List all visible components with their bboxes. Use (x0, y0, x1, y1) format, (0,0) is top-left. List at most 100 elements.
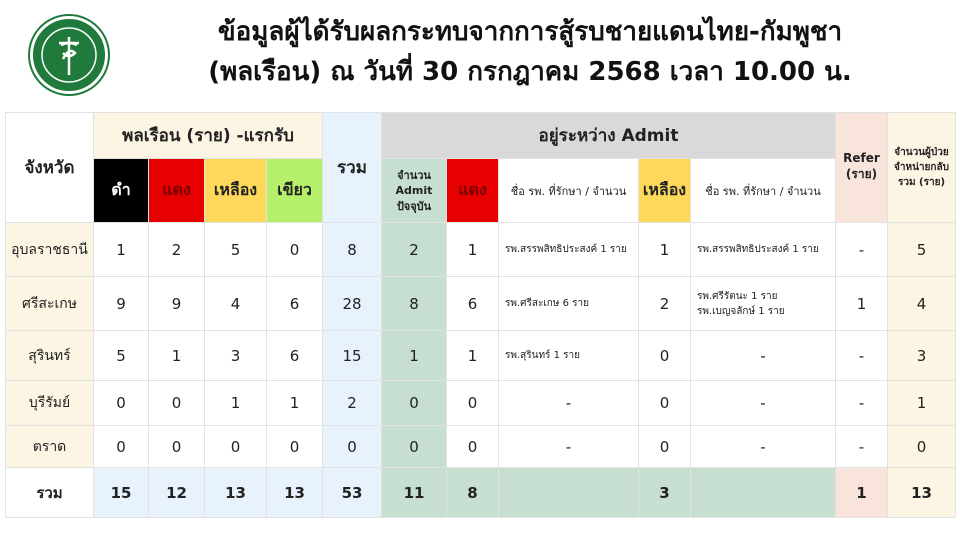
cell-province: ศรีสะเกษ (5, 276, 94, 331)
header-admit-group: อยู่ระหว่าง Admit (381, 112, 836, 159)
totals-row: รวม 15 12 13 13 53 11 8 3 1 13 (5, 467, 956, 518)
total-discharged: 13 (887, 467, 956, 518)
cell-yellow: 4 (204, 276, 267, 331)
cell-discharged: 3 (887, 330, 956, 381)
cell-total: 28 (322, 276, 382, 331)
cell-hosp-yellow: รพ.ศรีรัตนะ 1 ราย รพ.เบญจลักษ์ 1 ราย (690, 276, 836, 331)
cell-admit-yellow: 2 (638, 276, 691, 331)
cell-green: 6 (266, 330, 323, 381)
cell-admit-red: 1 (446, 222, 499, 277)
cell-admit-red: 6 (446, 276, 499, 331)
cell-admit-yellow: 1 (638, 222, 691, 277)
cell-total: 0 (322, 425, 382, 468)
cell-hosp-yellow: - (690, 330, 836, 381)
total-yellow: 13 (204, 467, 267, 518)
cell-black: 0 (93, 380, 149, 426)
cell-admit: 1 (381, 330, 447, 381)
cell-black: 0 (93, 425, 149, 468)
cell-green: 0 (266, 425, 323, 468)
cell-province: ตราด (5, 425, 94, 468)
cell-hosp-red: รพ.สรรพสิทธิประสงค์ 1 ราย (498, 222, 639, 277)
cell-black: 9 (93, 276, 149, 331)
header-hosp-red: ชื่อ รพ. ที่รักษา / จำนวน (498, 158, 639, 223)
table-row: ตราด 0 0 0 0 0 0 0-0- -0 (5, 425, 956, 468)
cell-yellow: 0 (204, 425, 267, 468)
cell-red: 1 (148, 330, 205, 381)
total-admit: 11 (381, 467, 447, 518)
cell-green: 1 (266, 380, 323, 426)
cell-total: 2 (322, 380, 382, 426)
cell-hosp-yellow: รพ.สรรพสิทธิประสงค์ 1 ราย (690, 222, 836, 277)
cell-total: 15 (322, 330, 382, 381)
header-green: เขียว (266, 158, 323, 223)
totals-label: รวม (5, 467, 94, 518)
cell-refer: - (835, 330, 888, 381)
title-line-2: (พลเรือน) ณ วันที่ 30 กรกฎาคม 2568 เวลา … (208, 57, 852, 87)
header-admit-count: จำนวน Admit ปัจจุบัน (381, 158, 447, 223)
header-hosp-yellow: ชื่อ รพ. ที่รักษา / จำนวน (690, 158, 836, 223)
cell-hosp-red: - (498, 425, 639, 468)
total-refer: 1 (835, 467, 888, 518)
cell-hosp-red: รพ.สุรินทร์ 1 ราย (498, 330, 639, 381)
cell-discharged: 1 (887, 380, 956, 426)
cell-admit-yellow: 0 (638, 380, 691, 426)
page-title: ข้อมูลผู้ได้รับผลกระทบจากการสู้รบชายแดนไ… (110, 12, 950, 92)
cell-admit: 8 (381, 276, 447, 331)
cell-admit-red: 0 (446, 380, 499, 426)
cell-admit: 0 (381, 425, 447, 468)
table-row: สุรินทร์ 5 1 3 6 15 1 1 รพ.สุรินทร์ 1 ราย 0- -3 (5, 330, 956, 381)
cell-province: อุบลราชธานี (5, 222, 94, 277)
total-green: 13 (266, 467, 323, 518)
cell-admit: 0 (381, 380, 447, 426)
cell-refer: - (835, 425, 888, 468)
total-red: 12 (148, 467, 205, 518)
header-civilian-group: พลเรือน (ราย) -แรกรับ (93, 112, 323, 159)
title-line-1: ข้อมูลผู้ได้รับผลกระทบจากการสู้รบชายแดนไ… (217, 17, 843, 47)
header-yellow: เหลือง (204, 158, 267, 223)
cell-admit-red: 0 (446, 425, 499, 468)
header-admit-red: แดง (446, 158, 499, 223)
ministry-of-public-health-logo (30, 16, 108, 94)
total-admit-red: 8 (446, 467, 499, 518)
cell-red: 0 (148, 425, 205, 468)
header-admit-yellow: เหลือง (638, 158, 691, 223)
cell-discharged: 4 (887, 276, 956, 331)
cell-yellow: 1 (204, 380, 267, 426)
cell-refer: - (835, 380, 888, 426)
cell-admit-yellow: 0 (638, 425, 691, 468)
header-refer: Refer (ราย) (835, 112, 888, 223)
cell-province: บุรีรัมย์ (5, 380, 94, 426)
table-row: บุรีรัมย์ 0 0 1 1 2 0 0-0- -1 (5, 380, 956, 426)
cell-red: 2 (148, 222, 205, 277)
total-admit-yellow: 3 (638, 467, 691, 518)
cell-black: 5 (93, 330, 149, 381)
casualty-table: จังหวัด พลเรือน (ราย) -แรกรับ รวม อยู่ระ… (5, 112, 956, 518)
total-hosp-yellow (690, 467, 836, 518)
cell-province: สุรินทร์ (5, 330, 94, 381)
header-red: แดง (148, 158, 205, 223)
cell-yellow: 3 (204, 330, 267, 381)
cell-admit-yellow: 0 (638, 330, 691, 381)
table-row: อุบลราชธานี 1 2 5 0 8 2 1 รพ.สรรพสิทธิประสงค์ 1 … (5, 222, 956, 277)
table-row: ศรีสะเกษ 9 9 4 6 28 8 6 รพ.ศรีสะเกษ 6 ราย 2 รพ.ศรี… (5, 276, 956, 331)
cell-red: 0 (148, 380, 205, 426)
cell-green: 6 (266, 276, 323, 331)
cell-admit: 2 (381, 222, 447, 277)
cell-hosp-red: รพ.ศรีสะเกษ 6 ราย (498, 276, 639, 331)
cell-total: 8 (322, 222, 382, 277)
header-black: ดำ (93, 158, 149, 223)
cell-green: 0 (266, 222, 323, 277)
cell-red: 9 (148, 276, 205, 331)
cell-black: 1 (93, 222, 149, 277)
header-province: จังหวัด (5, 112, 94, 223)
cell-hosp-red: - (498, 380, 639, 426)
cell-hosp-yellow: - (690, 380, 836, 426)
total-hosp-red (498, 467, 639, 518)
cell-refer: 1 (835, 276, 888, 331)
cell-discharged: 5 (887, 222, 956, 277)
total-black: 15 (93, 467, 149, 518)
cell-discharged: 0 (887, 425, 956, 468)
cell-refer: - (835, 222, 888, 277)
header-discharged: จำนวนผู้ป่วย จำหน่ายกลับ รวม (ราย) (887, 112, 956, 223)
total-total: 53 (322, 467, 382, 518)
